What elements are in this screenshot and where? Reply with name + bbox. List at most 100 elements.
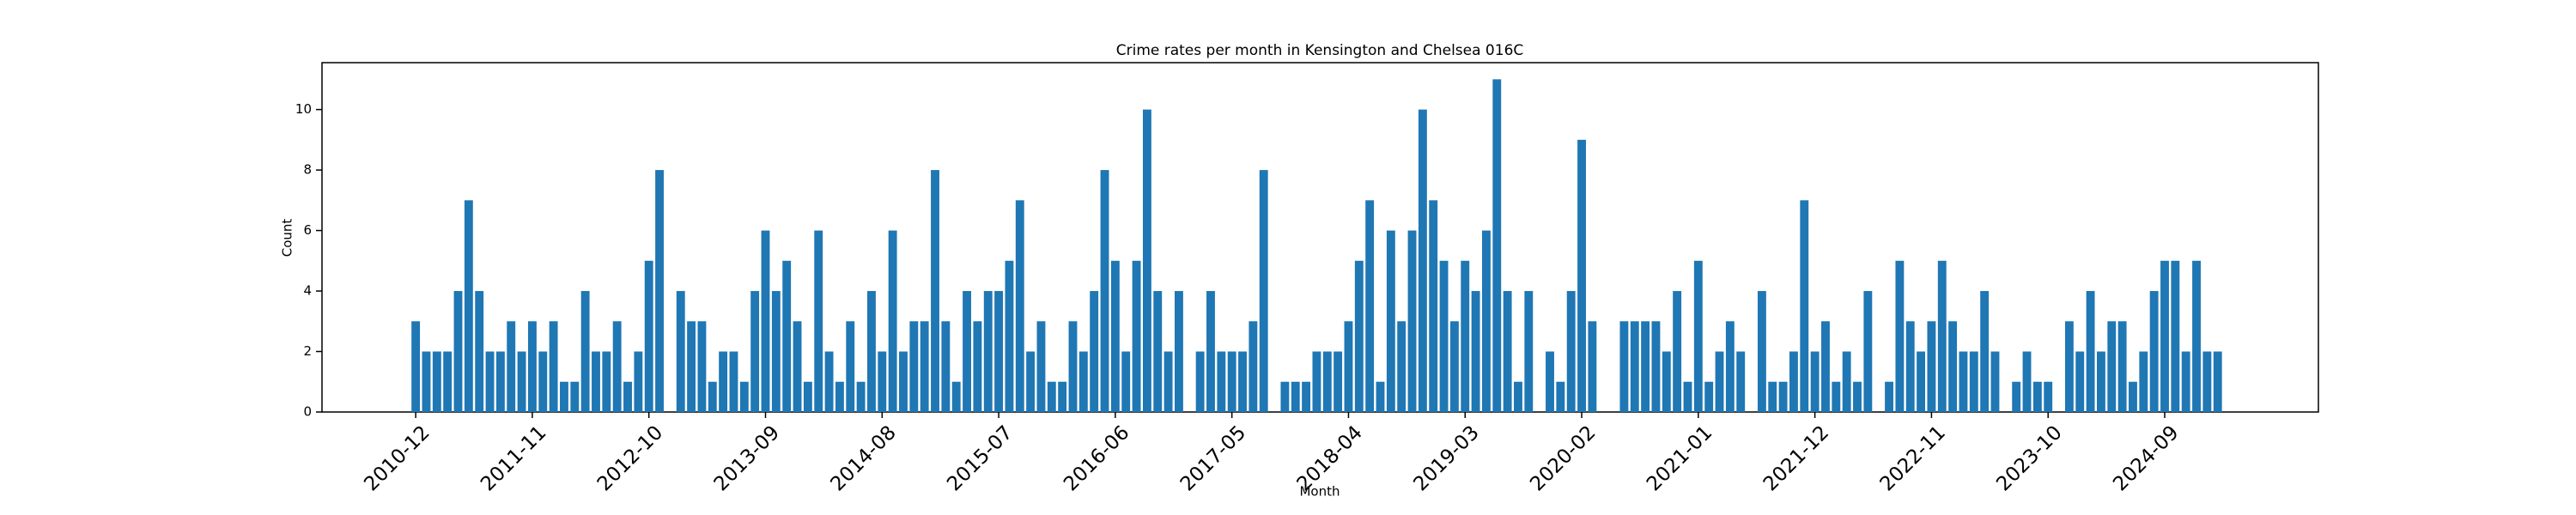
bar — [1429, 200, 1438, 412]
bar — [1259, 170, 1268, 412]
bar — [729, 351, 738, 412]
bar — [824, 351, 834, 412]
bar — [1651, 321, 1661, 412]
bar — [1917, 351, 1926, 412]
bar — [1715, 351, 1724, 412]
x-tick-label: 2012-10 — [593, 421, 667, 495]
bar — [1312, 351, 1321, 412]
bar — [771, 291, 781, 412]
bar — [803, 381, 812, 412]
x-tick-label: 2021-12 — [1759, 421, 1833, 495]
bar — [739, 381, 749, 412]
x-tick-label: 2011-11 — [477, 421, 550, 495]
bar — [1853, 381, 1862, 412]
bar — [1832, 381, 1841, 412]
bar — [623, 381, 632, 412]
bar — [1768, 381, 1777, 412]
bar — [1397, 321, 1406, 412]
bar — [1036, 321, 1046, 412]
bar — [941, 321, 951, 412]
bar — [475, 291, 484, 412]
bar — [2129, 381, 2137, 412]
x-tick-label: 2010-12 — [360, 421, 434, 495]
bar — [899, 351, 908, 412]
bar — [1407, 230, 1417, 412]
bar — [1110, 260, 1120, 412]
bar — [909, 321, 919, 412]
x-axis-label: Month — [1299, 484, 1340, 500]
bar — [1206, 291, 1215, 412]
x-tick-label: 2016-06 — [1060, 421, 1133, 495]
bar — [1482, 230, 1491, 412]
bar — [1418, 109, 1427, 412]
bar — [1577, 139, 1586, 412]
bar — [1100, 170, 1109, 412]
bar — [846, 321, 855, 412]
bar — [1588, 321, 1597, 412]
bar — [931, 170, 939, 412]
bar — [2181, 351, 2190, 412]
x-tick-label: 2017-05 — [1176, 421, 1250, 495]
bar — [2213, 351, 2222, 412]
bar — [1354, 260, 1364, 412]
bar — [580, 291, 590, 412]
bar — [888, 230, 897, 412]
bar — [1132, 260, 1141, 412]
bar — [1344, 321, 1353, 412]
bar — [1280, 381, 1290, 412]
bar — [2117, 321, 2127, 412]
bar — [835, 381, 844, 412]
y-tick-label: 10 — [295, 101, 312, 117]
bar — [963, 291, 971, 412]
bar — [549, 321, 558, 412]
bar — [1365, 200, 1375, 412]
bar — [1990, 351, 2000, 412]
bar — [1015, 200, 1024, 412]
bar — [1461, 260, 1470, 412]
bar — [570, 381, 580, 412]
bar — [1005, 260, 1014, 412]
x-tick-label: 2014-08 — [827, 421, 901, 495]
bar — [1693, 260, 1703, 412]
bar — [592, 351, 600, 412]
bar — [1725, 321, 1735, 412]
bar — [2171, 260, 2180, 412]
bar — [1885, 381, 1893, 412]
bar — [1238, 351, 1247, 412]
bar — [1078, 351, 1088, 412]
bar — [1556, 381, 1565, 412]
bar — [1492, 79, 1502, 412]
bar — [1546, 351, 1554, 412]
bar — [1142, 109, 1151, 412]
bar — [1068, 321, 1078, 412]
bar — [687, 321, 696, 412]
bar — [878, 351, 887, 412]
bar — [2149, 291, 2159, 412]
bar — [676, 291, 685, 412]
y-axis-label: Count — [280, 219, 295, 258]
bar — [983, 291, 993, 412]
bar — [1630, 321, 1639, 412]
bar — [443, 351, 453, 412]
x-tick-label: 2019-03 — [1409, 421, 1483, 495]
bar — [1683, 381, 1692, 412]
x-tick-label: 2015-07 — [943, 421, 1017, 495]
bar — [1566, 291, 1576, 412]
bar — [782, 260, 792, 412]
bar — [1736, 351, 1746, 412]
bar — [2192, 260, 2201, 412]
bar — [1800, 200, 1809, 412]
bar — [1969, 351, 1978, 412]
bar — [2160, 260, 2169, 412]
bar — [793, 321, 802, 412]
bar — [750, 291, 760, 412]
bar — [1937, 260, 1947, 412]
bar — [612, 321, 622, 412]
bar — [1217, 351, 1226, 412]
bar — [1905, 321, 1915, 412]
bar — [507, 321, 516, 412]
bar — [697, 321, 707, 412]
bar — [2012, 381, 2021, 412]
bar — [1302, 381, 1311, 412]
bar — [814, 230, 823, 412]
